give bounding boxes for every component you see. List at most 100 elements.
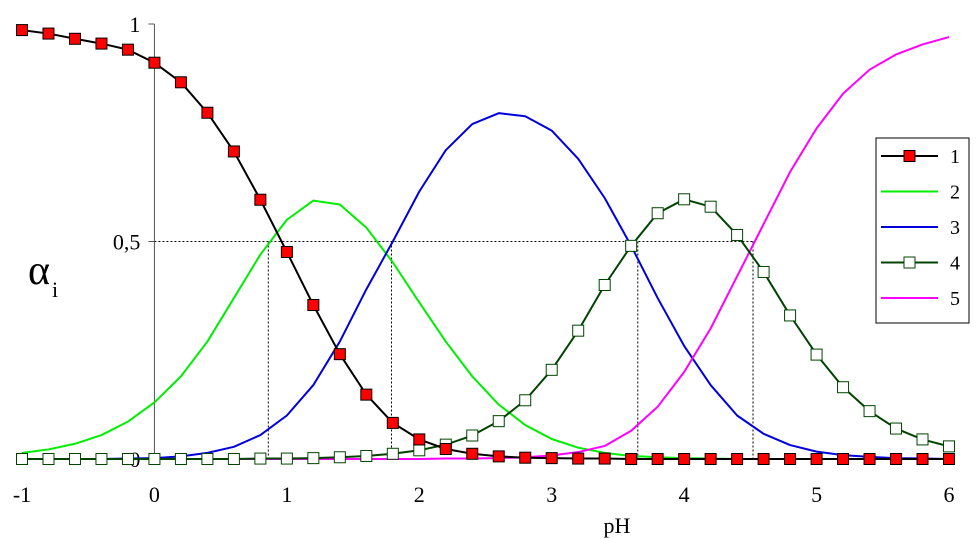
y-axis-title-main: α	[28, 248, 50, 294]
data-point-1	[227, 145, 240, 158]
series-line-3	[22, 112, 950, 460]
data-point-1	[625, 453, 638, 465]
data-point-1	[704, 453, 717, 465]
legend-label-3: 3	[950, 217, 960, 239]
data-point-4	[784, 309, 797, 322]
data-point-4	[121, 453, 134, 465]
data-point-1	[492, 450, 505, 463]
data-point-1	[333, 348, 346, 361]
legend-marker-4	[903, 256, 916, 269]
x-tick-label: 3	[546, 482, 557, 507]
x-tick-label: 4	[679, 482, 690, 507]
data-point-1	[254, 193, 267, 206]
data-point-4	[704, 200, 717, 213]
y-tick-label: 0,5	[113, 230, 141, 255]
data-point-4	[148, 453, 161, 465]
data-point-4	[678, 193, 691, 206]
data-point-1	[572, 452, 585, 465]
legend-label-4: 4	[950, 253, 960, 275]
legend-box	[875, 137, 970, 324]
legend-label-5: 5	[950, 288, 960, 310]
data-point-4	[174, 453, 187, 465]
data-point-1	[148, 56, 161, 69]
data-point-4	[943, 440, 955, 453]
data-point-1	[651, 453, 664, 465]
data-point-4	[307, 452, 320, 465]
data-point-4	[757, 265, 770, 278]
data-point-1	[16, 24, 28, 37]
y-axis-title: α i	[28, 248, 58, 302]
data-point-4	[625, 239, 638, 252]
data-point-4	[916, 433, 929, 446]
series-line-4	[22, 198, 950, 460]
x-tick-labels: -1 0 1 2 3 4 5 6	[13, 482, 955, 507]
data-point-1	[121, 43, 134, 56]
data-point-4	[95, 453, 108, 465]
legend: 1 2 3 4 5	[875, 137, 970, 324]
data-point-1	[810, 453, 823, 465]
data-point-1	[890, 453, 903, 465]
data-point-4	[254, 452, 267, 465]
data-point-4	[466, 429, 479, 442]
data-point-4	[386, 447, 399, 460]
data-point-4	[413, 444, 426, 457]
x-tick-label: 5	[811, 482, 822, 507]
series-line-2	[21, 199, 949, 460]
data-point-4	[572, 324, 585, 337]
data-point-4	[333, 451, 346, 464]
legend-label-2: 2	[950, 182, 960, 204]
data-point-1	[678, 453, 691, 465]
data-point-4	[731, 228, 744, 241]
data-point-1	[42, 27, 55, 40]
legend-item-3: 3	[881, 217, 960, 239]
data-point-1	[95, 37, 108, 50]
data-point-4	[68, 453, 81, 465]
y-axis-title-sub: i	[52, 277, 58, 302]
data-point-4	[201, 453, 214, 465]
y-tick-labels: 00,51	[113, 12, 141, 472]
data-point-4	[545, 363, 558, 376]
data-point-4	[280, 452, 293, 465]
data-point-1	[731, 453, 744, 465]
data-point-1	[784, 453, 797, 465]
data-point-1	[201, 106, 214, 119]
data-point-1	[545, 452, 558, 465]
data-point-4	[227, 453, 240, 465]
x-axis-title: pH	[604, 513, 631, 538]
series-1	[16, 24, 955, 465]
data-point-1	[68, 32, 81, 45]
series-4	[16, 193, 955, 465]
legend-label-1: 1	[950, 146, 960, 168]
x-tick-label: -1	[13, 482, 31, 507]
data-point-1	[916, 453, 929, 465]
data-point-1	[519, 451, 532, 464]
reference-lines	[154, 241, 754, 459]
data-point-1	[307, 299, 320, 312]
legend-marker-1	[903, 150, 916, 162]
data-point-1	[280, 245, 293, 258]
data-point-1	[466, 447, 479, 460]
data-point-4	[360, 449, 373, 462]
data-point-4	[810, 348, 823, 361]
data-point-4	[492, 415, 505, 428]
axes	[148, 23, 155, 460]
data-point-1	[943, 453, 955, 465]
data-point-4	[863, 405, 876, 418]
x-tick-label: 2	[414, 482, 425, 507]
data-point-4	[890, 422, 903, 435]
y-ticks	[148, 23, 155, 460]
data-point-4	[651, 207, 664, 220]
data-point-1	[413, 433, 426, 446]
data-point-1	[837, 453, 850, 465]
x-tick-label: 0	[149, 482, 160, 507]
x-tick-label: 1	[281, 482, 292, 507]
data-point-4	[42, 453, 55, 465]
series-2	[21, 199, 949, 460]
data-point-1	[757, 453, 770, 465]
data-point-1	[360, 388, 373, 401]
y-tick-label: 1	[129, 12, 140, 37]
data-point-1	[598, 452, 611, 465]
data-point-1	[439, 442, 452, 455]
legend-item-5: 5	[881, 288, 960, 310]
